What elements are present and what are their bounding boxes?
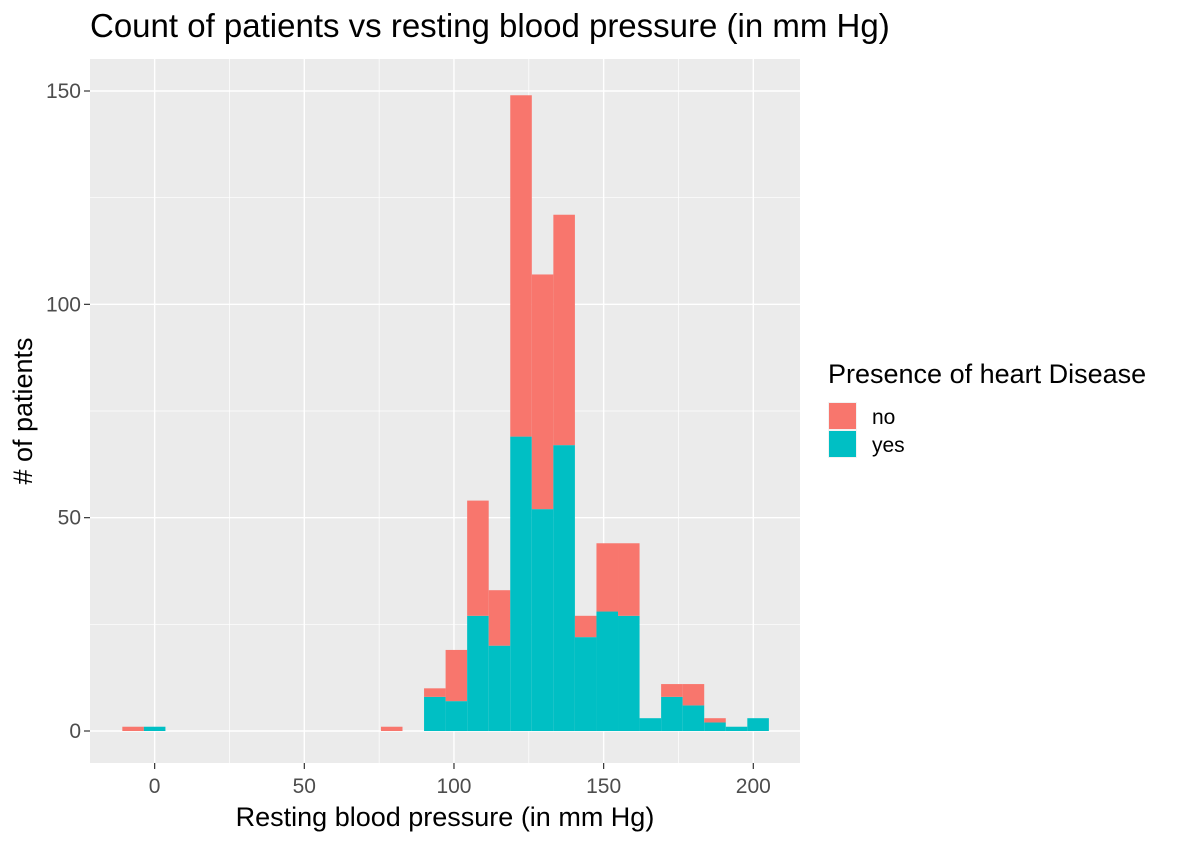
y-tick-label: 100 — [46, 293, 81, 316]
bar-no — [574, 615, 597, 638]
legend-key-yes — [829, 431, 856, 457]
bar-yes — [531, 509, 554, 731]
bar-no — [467, 500, 489, 616]
bar-no — [531, 274, 554, 510]
legend-entries: no yes — [828, 402, 905, 458]
x-axis-title: Resting blood pressure (in mm Hg) — [236, 802, 655, 832]
x-tick-label: 100 — [436, 775, 471, 798]
legend-title: Presence of heart Disease — [828, 359, 1146, 389]
bar-yes — [445, 701, 468, 731]
bar-yes — [725, 726, 748, 731]
bar-yes — [661, 696, 683, 731]
bars-group — [122, 95, 769, 731]
legend: Presence of heart Disease no yes — [828, 359, 1146, 458]
y-tick-labels: 0 50 100 150 — [46, 80, 81, 743]
bar-yes — [682, 705, 705, 731]
legend-label-no: no — [872, 406, 895, 429]
bar-yes — [143, 726, 166, 731]
bar-no — [488, 590, 511, 646]
chart-title: Count of patients vs resting blood press… — [90, 7, 890, 44]
bar-no — [682, 684, 705, 706]
bar-no — [510, 95, 532, 437]
axis-ticks — [84, 90, 754, 769]
x-tick-label: 150 — [586, 775, 621, 798]
x-tick-labels: 0 50 100 150 200 — [149, 775, 771, 798]
bar-yes — [510, 436, 532, 731]
bar-no — [661, 684, 683, 697]
bar-yes — [574, 637, 597, 731]
bar-no — [380, 726, 403, 731]
bar-yes — [596, 611, 619, 731]
bar-no — [445, 649, 468, 702]
x-tick-label: 200 — [736, 775, 771, 798]
x-tick-label: 50 — [293, 775, 316, 798]
bar-yes — [467, 615, 489, 731]
y-tick-label: 50 — [58, 507, 81, 530]
legend-label-yes: yes — [872, 434, 905, 457]
bar-yes — [747, 718, 769, 731]
bar-yes — [639, 718, 662, 731]
bar-no — [122, 726, 144, 731]
legend-key-no — [829, 403, 856, 429]
bar-yes — [618, 615, 640, 731]
bar-yes — [424, 696, 446, 731]
y-tick-label: 150 — [46, 80, 81, 103]
y-axis-title: # of patients — [8, 337, 38, 484]
bar-no — [596, 543, 619, 612]
bar-yes — [488, 645, 511, 731]
bar-no — [618, 543, 640, 616]
bar-no — [704, 718, 726, 723]
bar-yes — [704, 722, 726, 731]
bar-no — [553, 214, 575, 446]
x-tick-label: 0 — [149, 775, 161, 798]
y-tick-label: 0 — [69, 720, 81, 743]
bar-yes — [553, 445, 575, 731]
bar-no — [424, 688, 446, 697]
